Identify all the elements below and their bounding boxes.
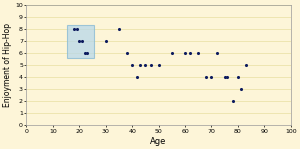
Point — [243, 64, 248, 67]
Point — [135, 76, 140, 79]
Point — [72, 28, 76, 31]
Point — [188, 52, 193, 55]
Point — [156, 64, 161, 67]
Point — [209, 76, 214, 79]
Point — [77, 40, 82, 43]
Point — [169, 52, 174, 55]
Point — [238, 88, 243, 91]
Point — [236, 76, 240, 79]
Point — [225, 76, 230, 79]
Point — [138, 64, 142, 67]
Point — [204, 76, 208, 79]
Point — [130, 64, 135, 67]
Point — [143, 64, 148, 67]
Point — [230, 100, 235, 103]
Point — [214, 52, 219, 55]
Point — [148, 64, 153, 67]
X-axis label: Age: Age — [150, 136, 167, 146]
Point — [74, 28, 79, 31]
Point — [85, 52, 90, 55]
Point — [222, 76, 227, 79]
Point — [103, 40, 108, 43]
FancyBboxPatch shape — [68, 25, 94, 58]
Point — [196, 52, 201, 55]
Point — [82, 52, 87, 55]
Point — [117, 28, 122, 31]
Point — [124, 52, 129, 55]
Point — [80, 40, 84, 43]
Y-axis label: Enjoyment of Hip-Hop: Enjoyment of Hip-Hop — [4, 23, 13, 107]
Point — [183, 52, 188, 55]
